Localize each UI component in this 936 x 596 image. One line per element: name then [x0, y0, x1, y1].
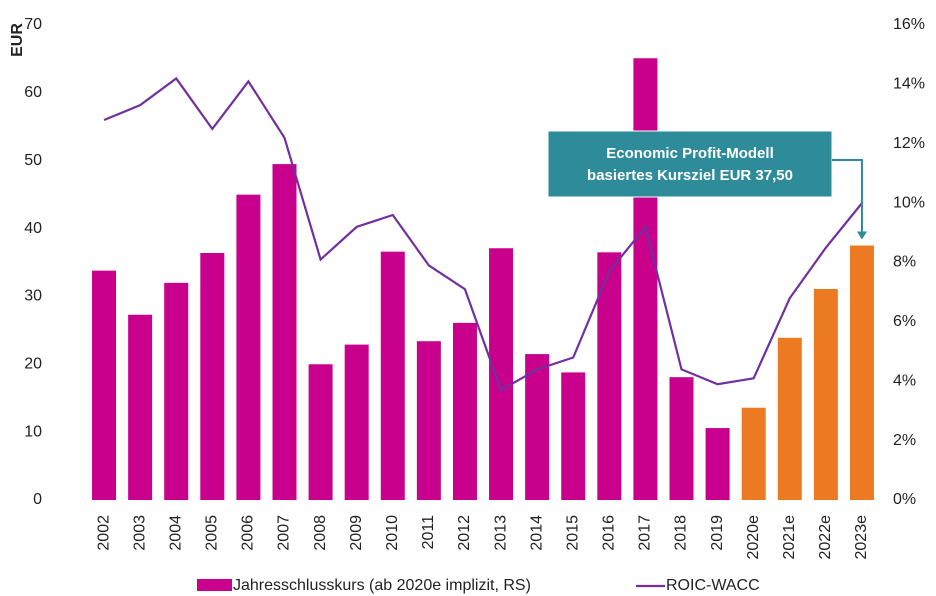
- x-tick-label: 2010: [384, 515, 401, 551]
- bar: [633, 58, 658, 500]
- bar: [344, 344, 369, 500]
- bar: [92, 270, 117, 500]
- bar: [236, 194, 261, 500]
- x-tick-label: 2008: [312, 515, 329, 551]
- y-tick-label: 70: [24, 16, 42, 33]
- x-tick-label: 2006: [240, 515, 257, 551]
- y-axis-label: EUR: [9, 23, 26, 57]
- y2-tick-label: 10%: [893, 194, 925, 211]
- x-tick-label: 2007: [276, 515, 293, 551]
- legend-label: Jahresschlusskurs (ab 2020e implizit, RS…: [233, 577, 531, 594]
- bar: [561, 372, 586, 500]
- x-tick-label: 2013: [492, 515, 509, 551]
- y2-tick-label: 14%: [893, 76, 925, 93]
- y2-tick-label: 6%: [893, 313, 916, 330]
- bar: [308, 364, 333, 500]
- x-tick-label: 2021e: [781, 515, 798, 560]
- x-tick-label: 2005: [204, 515, 221, 551]
- y2-tick-label: 16%: [893, 16, 925, 33]
- bar: [380, 251, 405, 500]
- annotation-arrow: [832, 159, 863, 234]
- x-tick-label: 2014: [528, 515, 545, 551]
- x-tick-label: 2018: [673, 515, 690, 551]
- x-tick-label: 2009: [348, 515, 365, 551]
- annotation-text: basiertes Kursziel EUR 37,50: [587, 167, 793, 184]
- y-tick-label: 10: [24, 423, 42, 440]
- bar: [200, 253, 225, 500]
- y-tick-label: 40: [24, 220, 42, 237]
- x-tick-label: 2015: [564, 515, 581, 551]
- y-tick-label: 20: [24, 356, 42, 373]
- y2-tick-label: 2%: [893, 432, 916, 449]
- legend-label: ROIC-WACC: [666, 577, 760, 594]
- x-tick-label: 2004: [167, 515, 184, 551]
- y-tick-label: 30: [24, 288, 42, 305]
- bar: [489, 248, 514, 500]
- x-tick-label: 2003: [131, 515, 148, 551]
- bar: [813, 288, 838, 500]
- bar: [164, 282, 189, 500]
- x-tick-label: 2023e: [853, 515, 870, 560]
- x-tick-label: 2016: [601, 515, 618, 551]
- x-tick-label: 2022e: [817, 515, 834, 560]
- bar: [416, 341, 441, 500]
- bar: [741, 407, 766, 500]
- bar: [597, 252, 622, 500]
- x-tick-label: 2011: [420, 515, 437, 550]
- bar: [452, 322, 477, 500]
- bar: [705, 428, 730, 500]
- x-tick-label: 2002: [95, 515, 112, 551]
- y-tick-label: 0: [33, 491, 42, 508]
- annotation-box: [547, 130, 833, 198]
- bar: [525, 354, 550, 500]
- y-tick-label: 60: [24, 84, 42, 101]
- bar: [777, 337, 802, 500]
- legend-swatch: [197, 579, 232, 591]
- y2-tick-label: 12%: [893, 135, 925, 152]
- annotation-text: Economic Profit-Modell: [606, 145, 774, 162]
- bar: [128, 314, 153, 500]
- y-tick-label: 50: [24, 152, 42, 169]
- bar: [849, 245, 874, 500]
- annotation-arrowhead: [856, 231, 867, 240]
- line: [103, 76, 863, 392]
- x-tick-label: 2017: [637, 515, 654, 551]
- y2-tick-label: 0%: [893, 491, 916, 508]
- bar: [669, 377, 694, 500]
- x-tick-label: 2019: [709, 515, 726, 551]
- y2-tick-label: 4%: [893, 372, 916, 389]
- bar: [272, 164, 297, 500]
- x-tick-label: 2020e: [745, 515, 762, 560]
- x-tick-label: 2012: [456, 515, 473, 551]
- y2-tick-label: 8%: [893, 254, 916, 271]
